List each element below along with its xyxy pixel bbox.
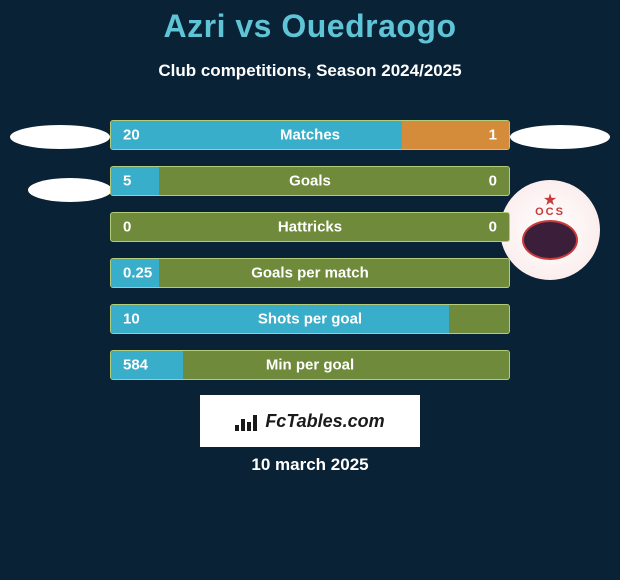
stat-label: Min per goal	[266, 357, 354, 374]
stat-value-left: 584	[123, 357, 148, 374]
stat-value-left: 0	[123, 219, 131, 236]
player-left-avatar-placeholder-2	[28, 178, 112, 202]
stat-bar-row: 5 0 Goals	[110, 166, 510, 196]
fctables-icon	[235, 411, 261, 431]
stat-value-right: 0	[489, 219, 497, 236]
page-title: Azri vs Ouedraogo	[0, 0, 620, 45]
stat-label: Hattricks	[278, 219, 342, 236]
stat-bar-fill-left	[111, 121, 402, 149]
stat-bars: 20 1 Matches 5 0 Goals 0 0 Hattricks 0.25 Goals pe…	[110, 120, 510, 396]
club-badge-text: OCS	[535, 206, 565, 218]
stat-bar-fill-left	[111, 167, 159, 195]
stat-bar-row: 10 Shots per goal	[110, 304, 510, 334]
stat-label: Shots per goal	[258, 311, 362, 328]
stat-bar-row: 0.25 Goals per match	[110, 258, 510, 288]
stat-value-left: 0.25	[123, 265, 152, 282]
footer-logo-text: FcTables.com	[265, 411, 384, 432]
footer-logo: FcTables.com	[200, 395, 420, 447]
stat-value-right: 0	[489, 173, 497, 190]
stat-label: Goals	[289, 173, 331, 190]
club-badge: ★ OCS	[500, 180, 600, 280]
stat-value-left: 10	[123, 311, 140, 328]
player-left-avatar-placeholder-1	[10, 125, 110, 149]
stat-value-left: 5	[123, 173, 131, 190]
stat-bar-row: 20 1 Matches	[110, 120, 510, 150]
club-badge-inner: ★ OCS	[513, 200, 587, 260]
stat-bar-row: 584 Min per goal	[110, 350, 510, 380]
footer-date: 10 march 2025	[251, 455, 368, 475]
comparison-infographic: Azri vs Ouedraogo Club competitions, Sea…	[0, 0, 620, 580]
stat-label: Matches	[280, 127, 340, 144]
player-right-avatar-placeholder	[510, 125, 610, 149]
stat-value-left: 20	[123, 127, 140, 144]
stat-value-right: 1	[489, 127, 497, 144]
club-badge-ball-icon	[522, 220, 578, 260]
page-subtitle: Club competitions, Season 2024/2025	[0, 61, 620, 81]
club-badge-circle: ★ OCS	[500, 180, 600, 280]
stat-label: Goals per match	[251, 265, 369, 282]
stat-bar-row: 0 0 Hattricks	[110, 212, 510, 242]
